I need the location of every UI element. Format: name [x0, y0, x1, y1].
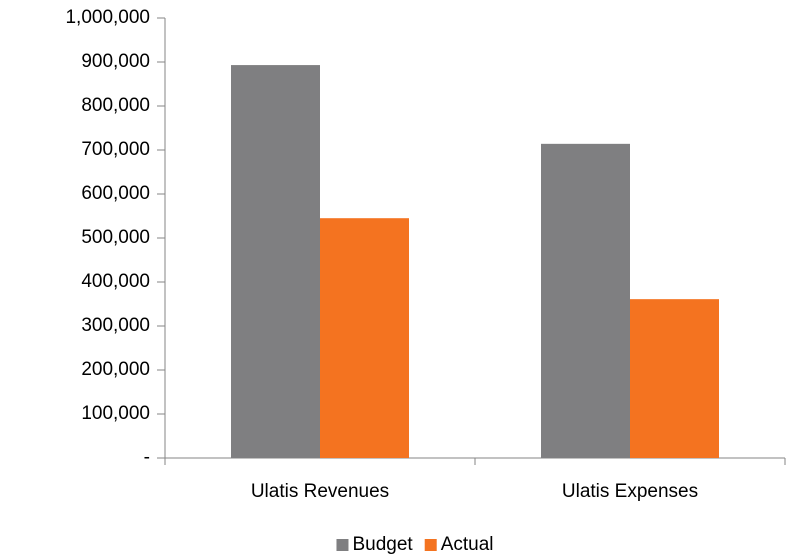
bar: [541, 143, 630, 458]
y-tick-label: 600,000: [81, 183, 150, 204]
x-tick-label: Ulatis Revenues: [251, 481, 389, 502]
y-tick-label: 1,000,000: [65, 7, 150, 28]
legend-label: Actual: [441, 534, 494, 555]
y-tick-label: 900,000: [81, 51, 150, 72]
y-tick-label: 200,000: [81, 359, 150, 380]
bar: [630, 299, 719, 458]
y-tick-label: -: [144, 447, 150, 468]
legend-label: Budget: [352, 534, 413, 555]
bar: [231, 65, 320, 458]
legend-swatch: [336, 539, 349, 551]
x-tick-label: Ulatis Expenses: [562, 481, 698, 502]
legend-swatch: [424, 539, 437, 551]
y-tick-label: 500,000: [81, 227, 150, 248]
y-tick-label: 100,000: [81, 403, 150, 424]
bar: [320, 218, 409, 458]
y-tick-label: 700,000: [81, 139, 150, 160]
y-tick-label: 800,000: [81, 95, 150, 116]
y-tick-label: 300,000: [81, 315, 150, 336]
y-tick-label: 400,000: [81, 271, 150, 292]
